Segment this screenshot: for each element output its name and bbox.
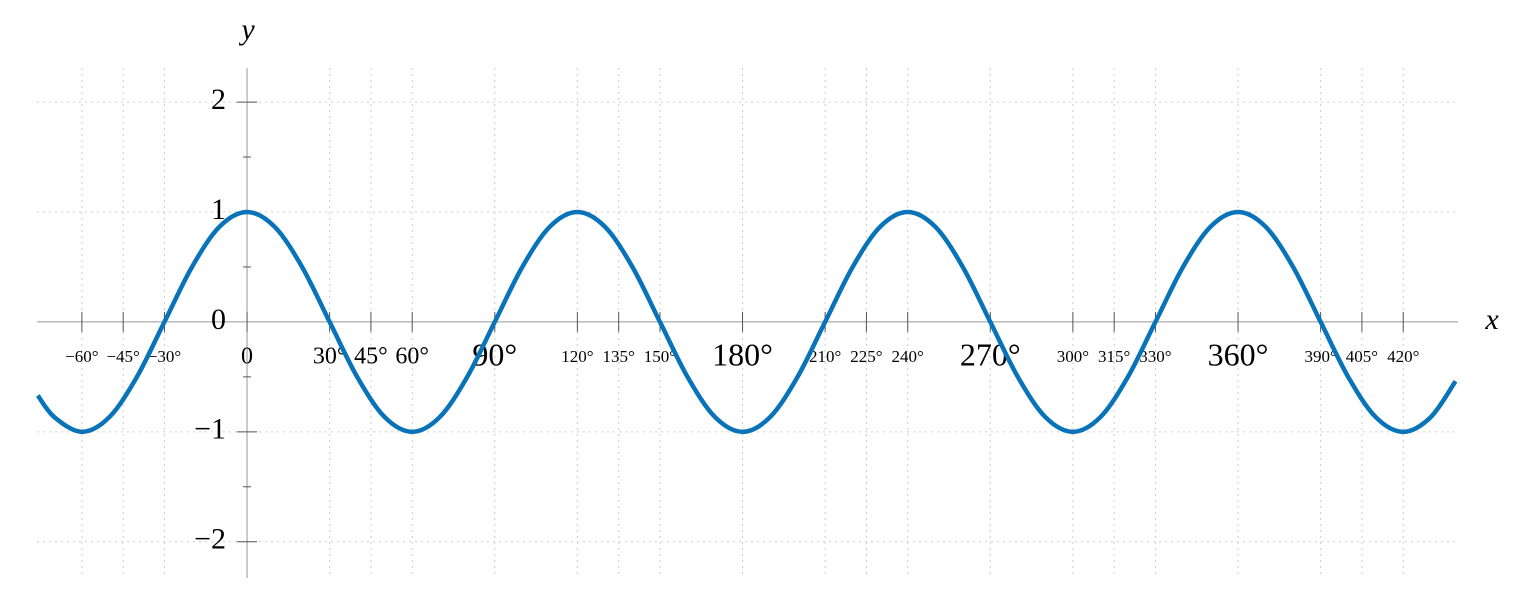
x-tick-label: 315° <box>1098 347 1130 366</box>
x-tick-label: 420° <box>1387 347 1419 366</box>
x-tick-label: 405° <box>1346 347 1378 366</box>
x-tick-label: −30° <box>148 347 181 366</box>
y-tick-label: 2 <box>211 83 226 116</box>
x-tick-label: 330° <box>1139 347 1171 366</box>
x-tick-label: 225° <box>850 347 882 366</box>
x-tick-label: 0 <box>241 344 253 370</box>
curve <box>35 209 1458 435</box>
y-tick-label: 0 <box>211 303 226 336</box>
x-tick-label: 150° <box>644 347 676 366</box>
x-tick-label: 240° <box>892 347 924 366</box>
x-tick-label: 135° <box>603 347 635 366</box>
x-tick-label: −60° <box>65 347 98 366</box>
y-tick-label: −2 <box>194 523 226 556</box>
x-tick-label: −45° <box>106 347 139 366</box>
x-tick-label: 60° <box>395 344 429 370</box>
x-tick-label: 120° <box>561 347 593 366</box>
y-axis-label: y <box>238 13 255 46</box>
y-tick-label: −1 <box>194 413 226 446</box>
x-tick-label: 390° <box>1304 347 1336 366</box>
x-tick-label: 300° <box>1057 347 1089 366</box>
x-tick-label: 210° <box>809 347 841 366</box>
x-tick-label: 180° <box>712 336 773 372</box>
y-tick-label: 1 <box>211 193 226 226</box>
x-tick-label: 45° <box>354 344 388 370</box>
x-tick-label: 360° <box>1208 336 1269 372</box>
x-axis-label: x <box>1484 303 1499 336</box>
